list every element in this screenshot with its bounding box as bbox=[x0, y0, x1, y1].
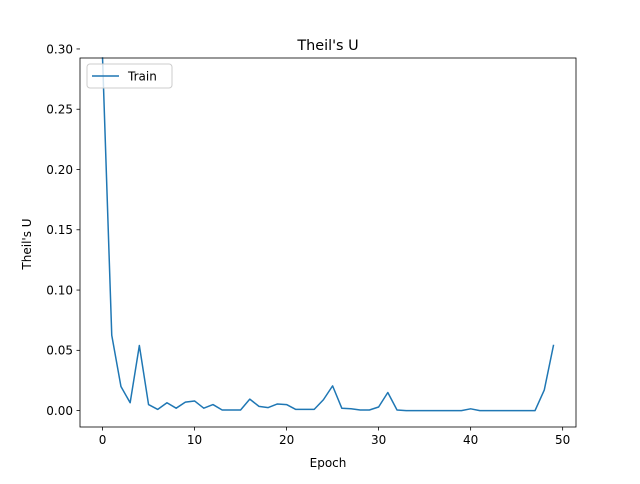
y-axis-label: Theil's U bbox=[20, 218, 34, 270]
y-tick-label: 0.15 bbox=[46, 223, 73, 237]
x-tick-label: 40 bbox=[463, 433, 478, 447]
y-tick-label: 0.05 bbox=[46, 344, 73, 358]
x-tick-label: 0 bbox=[99, 433, 107, 447]
x-tick-label: 10 bbox=[187, 433, 202, 447]
chart-title: Theil's U bbox=[296, 38, 358, 54]
y-tick-label: 0.10 bbox=[46, 283, 73, 297]
legend-label: Train bbox=[127, 70, 157, 84]
y-tick-label: 0.20 bbox=[46, 163, 73, 177]
x-tick-label: 50 bbox=[555, 433, 570, 447]
x-axis-label: Epoch bbox=[310, 456, 347, 470]
series-line-0 bbox=[101, 57, 555, 412]
y-tick-label: 0.25 bbox=[46, 103, 73, 117]
y-tick-label: 0.30 bbox=[46, 42, 73, 56]
axes-frame bbox=[79, 57, 577, 428]
legend-box bbox=[86, 63, 173, 89]
y-tick-label: 0.00 bbox=[46, 404, 73, 418]
legend: Train bbox=[86, 63, 173, 89]
x-tick-label: 30 bbox=[371, 433, 386, 447]
x-tick-label: 20 bbox=[279, 433, 294, 447]
plot-area: 0 10 20 30 40 50 0.00 0.05 0.10 0.15 0.20 0.25 0.30 T… bbox=[46, 42, 577, 447]
